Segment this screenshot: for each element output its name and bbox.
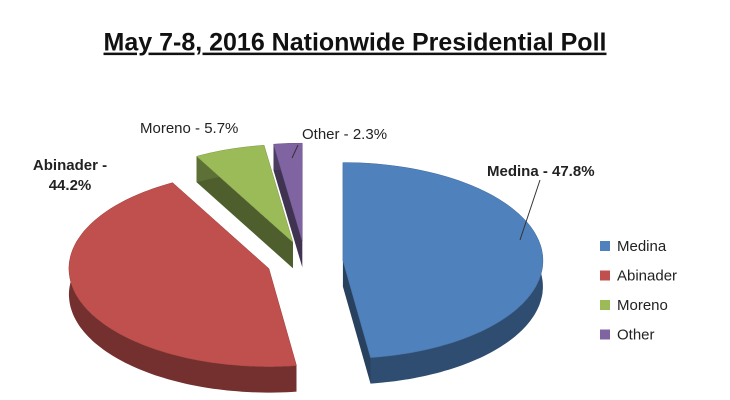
slice (68, 182, 297, 367)
slice-side (273, 144, 303, 268)
leader-line (519, 179, 541, 241)
legend-label: Abinader (617, 267, 677, 284)
slice (342, 162, 544, 358)
data-label: Medina - 47.8% (487, 163, 595, 180)
legend-swatch (600, 270, 610, 281)
leader-line (291, 144, 299, 159)
chart-title: May 7-8, 2016 Nationwide Presidential Po… (104, 29, 607, 57)
legend-swatch (600, 241, 610, 251)
slice-side (68, 182, 297, 393)
data-label: Moreno - 5.7% (140, 120, 239, 137)
legend-label: Other (617, 326, 655, 343)
legend-swatch (600, 300, 610, 310)
slice (196, 144, 294, 243)
legend-swatch (600, 329, 610, 340)
slice-side (196, 156, 293, 269)
slice (273, 142, 303, 242)
data-label: Other - 2.3% (302, 126, 388, 143)
slice-side (342, 260, 371, 384)
legend-label: Medina (617, 238, 667, 255)
data-label: Abinader - 44.2% (32, 157, 108, 194)
legend-label: Moreno (617, 297, 668, 314)
